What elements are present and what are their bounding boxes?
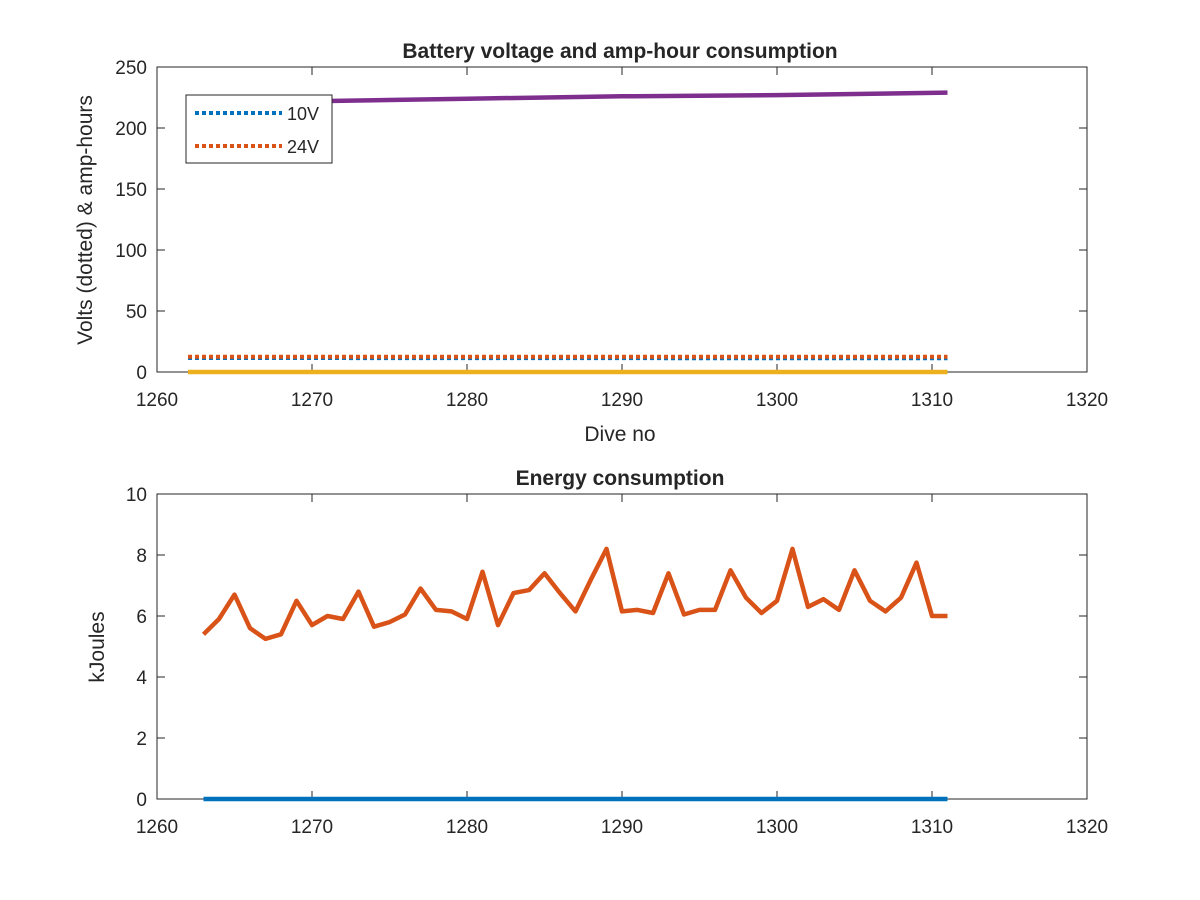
y-tick-label: 0 [136, 790, 147, 811]
y-tick-label: 8 [136, 546, 147, 567]
plot1-ylabel: Volts (dotted) & amp-hours [74, 95, 97, 345]
plot2-axes-box [156, 493, 1088, 800]
x-tick-label: 1260 [136, 817, 178, 838]
y-tick-label: 250 [115, 58, 147, 79]
y-tick-label: 4 [136, 668, 147, 689]
x-tick-label: 1270 [291, 817, 333, 838]
x-tick-label: 1270 [291, 390, 333, 411]
battery-voltage-plot: Battery voltage and amp-hour consumption… [74, 40, 1108, 446]
plot1-xlabel: Dive no [584, 423, 655, 446]
x-tick-label: 1310 [911, 817, 953, 838]
x-tick-label: 1280 [446, 817, 488, 838]
y-tick-label: 100 [115, 241, 147, 262]
x-tick-label: 1290 [601, 390, 643, 411]
x-tick-label: 1310 [911, 390, 953, 411]
y-tick-label: 200 [115, 119, 147, 140]
x-tick-label: 1290 [601, 817, 643, 838]
y-tick-label: 150 [115, 180, 147, 201]
energy-consumption-plot: Energy consumption kJoules 1260 1270 1280 1… [86, 467, 1108, 838]
x-tick-label: 1320 [1066, 390, 1108, 411]
legend-24v-label: 24V [287, 137, 319, 157]
y-tick-label: 0 [136, 363, 147, 384]
y-tick-label: 10 [126, 485, 147, 506]
legend-box [185, 94, 333, 164]
x-tick-label: 1300 [756, 390, 798, 411]
y-tick-label: 2 [136, 729, 147, 750]
y-tick-label: 50 [126, 302, 147, 323]
y-tick-label: 6 [136, 607, 147, 628]
x-tick-label: 1260 [136, 390, 178, 411]
plot1-title: Battery voltage and amp-hour consumption [402, 40, 837, 63]
plot2-series-0-line [201, 546, 948, 642]
x-tick-label: 1280 [446, 390, 488, 411]
x-tick-label: 1300 [756, 817, 798, 838]
x-tick-label: 1320 [1066, 817, 1108, 838]
legend: 10V 24V [185, 94, 333, 164]
legend-10v-label: 10V [287, 104, 319, 124]
plot2-title: Energy consumption [516, 467, 725, 490]
plot2-ylabel: kJoules [86, 611, 109, 682]
